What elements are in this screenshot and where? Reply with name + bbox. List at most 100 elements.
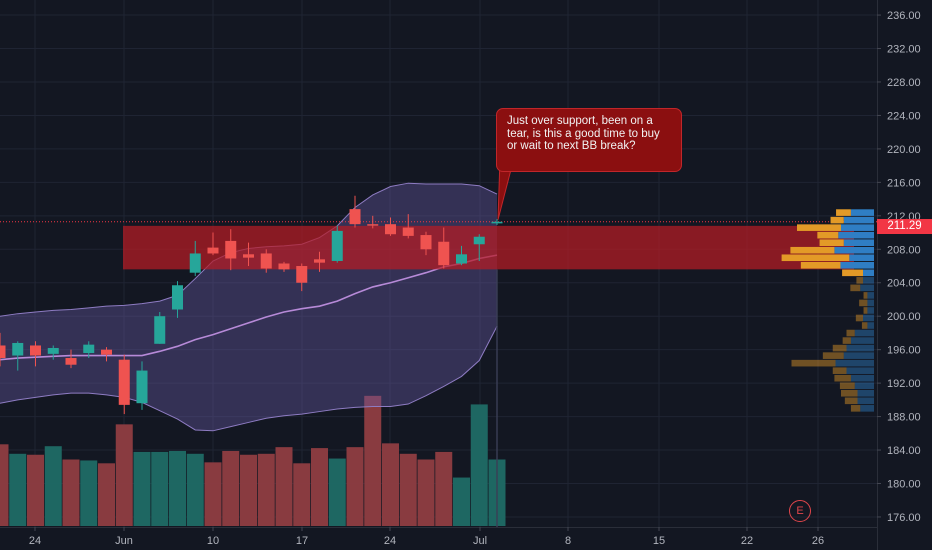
annotation-text: Just over support, been on a tear, is th…: [507, 115, 660, 152]
profile-bar-down: [832, 344, 847, 352]
profile-bar-up: [850, 337, 874, 344]
x-tick-label: Jun: [115, 535, 133, 547]
volume-bar: [27, 454, 44, 526]
volume-bar: [417, 459, 435, 526]
x-tick-label: 22: [741, 535, 753, 547]
volume-bar: [346, 447, 364, 526]
profile-bar-down: [834, 374, 851, 382]
volume-bar: [186, 453, 204, 526]
profile-bar-up: [863, 277, 874, 284]
annotation-callout[interactable]: Just over support, been on a tear, is th…: [496, 108, 682, 172]
profile-bar-down: [846, 329, 855, 337]
time-axis-bg: [0, 527, 877, 550]
volume-bar: [62, 459, 80, 526]
volume-bar: [151, 451, 169, 526]
last-price-label: 211.29: [887, 220, 922, 232]
x-tick-label: 8: [565, 535, 571, 547]
earnings-label: E: [796, 505, 804, 517]
profile-bar-up: [846, 344, 874, 352]
volume-bar: [364, 395, 382, 526]
profile-bar-up: [863, 314, 874, 322]
profile-bar-down: [819, 239, 844, 247]
candle-body: [12, 342, 24, 356]
x-tick-label: 24: [384, 535, 396, 547]
profile-bar-down: [800, 261, 841, 269]
profile-bar-up: [834, 246, 874, 254]
candle-body: [349, 209, 361, 225]
y-tick-label: 188.00: [887, 412, 921, 424]
volume-bar: [399, 453, 417, 526]
earnings-marker[interactable]: E: [789, 500, 811, 522]
profile-bar-down: [790, 246, 835, 254]
y-tick-label: 184.00: [887, 445, 921, 457]
volume-bar: [293, 463, 311, 526]
bollinger-bands: [0, 182, 498, 432]
profile-bar-up: [854, 382, 874, 390]
y-tick-label: 232.00: [887, 44, 921, 56]
volume-bar: [328, 458, 346, 526]
candle-body: [260, 253, 272, 269]
y-tick-label: 208.00: [887, 244, 921, 256]
profile-bar-up: [867, 307, 874, 314]
y-tick-label: 192.00: [887, 378, 921, 390]
candle-body: [278, 263, 290, 270]
candle-body: [402, 227, 414, 236]
profile-bar-down: [841, 389, 858, 397]
bollinger-lower-line: [0, 326, 498, 432]
y-tick-label: 176.00: [887, 512, 921, 524]
candle-body: [473, 236, 485, 245]
candle-body: [189, 253, 201, 273]
volume-bar: [311, 448, 328, 526]
volume-bar: [169, 450, 186, 526]
x-tick-label: 24: [29, 535, 41, 547]
candle-body: [30, 345, 41, 356]
y-tick-label: 228.00: [887, 77, 921, 89]
candle-body: [136, 370, 148, 404]
profile-bar-down: [822, 352, 844, 359]
candle-body: [420, 235, 432, 250]
profile-bar-down: [856, 277, 863, 284]
candle-body: [367, 224, 379, 226]
profile-bar-down: [861, 322, 868, 329]
volume-bar: [9, 453, 27, 526]
profile-bar-up: [843, 352, 874, 359]
profile-bar-up: [850, 374, 874, 382]
profile-bar-down: [863, 307, 868, 314]
volume-bar: [222, 450, 240, 526]
y-tick-label: 200.00: [887, 311, 921, 323]
profile-bar-up: [843, 239, 874, 247]
support-zone: [123, 225, 854, 270]
profile-bar-up: [846, 367, 874, 374]
candle-body: [118, 359, 130, 405]
candle-body: [154, 316, 166, 344]
volume-bar: [240, 454, 257, 526]
profile-bar-down: [836, 209, 851, 216]
volume-bar: [204, 462, 222, 526]
candles: [0, 195, 503, 415]
profile-bar-up: [867, 322, 874, 329]
profile-bar-up: [838, 231, 874, 239]
volume-bar: [80, 460, 98, 526]
profile-bar-up: [840, 261, 874, 269]
profile-bar-down: [842, 269, 863, 277]
profile-bar-down: [781, 254, 850, 262]
profile-bar-up: [863, 269, 874, 277]
volume-bar: [115, 424, 133, 526]
profile-bar-down: [817, 231, 839, 239]
y-tick-label: 224.00: [887, 110, 921, 122]
profile-bar-up: [860, 405, 874, 412]
profile-bar-down: [859, 299, 868, 307]
volume-bar: [98, 463, 115, 526]
profile-bar-down: [850, 405, 861, 412]
candle-body: [331, 230, 343, 261]
profile-bar-down: [844, 397, 858, 405]
candle-body: [83, 344, 95, 354]
profile-bar-up: [843, 216, 874, 224]
y-tick-label: 204.00: [887, 278, 921, 290]
x-tick-label: 10: [207, 535, 219, 547]
volume-bar: [435, 451, 453, 526]
candle-body: [491, 221, 503, 224]
